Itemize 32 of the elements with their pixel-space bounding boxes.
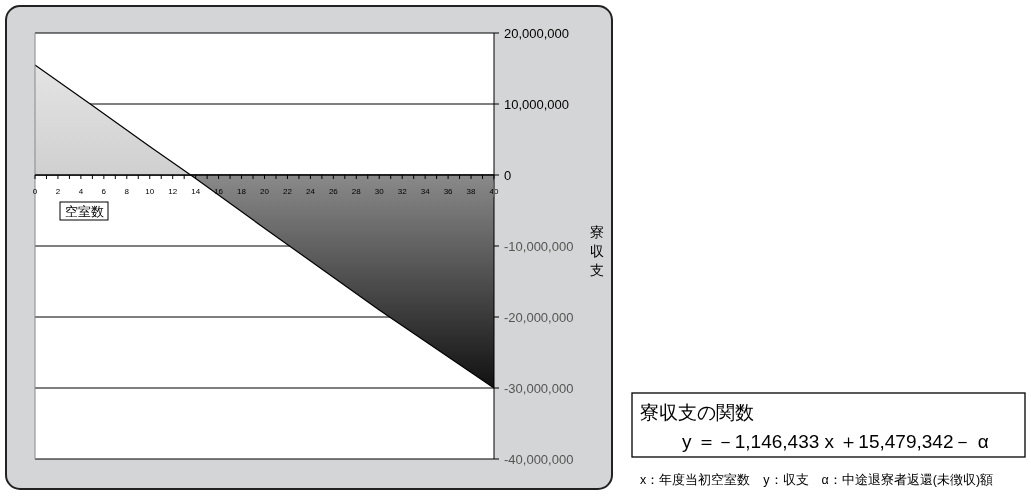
xlabel: 空室数 [59,201,109,221]
y-tick-label: 10,000,000 [504,97,570,112]
x-tick-label: 6 [101,187,107,196]
x-tick-label: 30 [374,187,385,196]
x-tick-label: 18 [237,187,247,196]
x-tick-label: 38 [466,187,477,196]
x-axis-title: 空室数 [64,204,104,219]
x-tick-label: 34 [420,187,431,196]
y-axis-title: 寮収支 [590,224,604,278]
y-tick-label: 20,000,000 [504,26,570,41]
x-tick-label: 24 [305,187,316,196]
x-tick-label: 20 [260,187,270,196]
x-tick-label: 4 [78,187,84,196]
y-tick-label: -10,000,000 [504,239,574,254]
y-tick-label: -20,000,000 [504,310,574,325]
x-tick-label: 0 [32,187,38,196]
x-tick-label: 26 [328,187,339,196]
text: x：年度当初空室数 y：収支 α：中途退寮者返還(未徴収)額 [640,472,994,487]
y-tick-label: -40,000,000 [504,452,574,467]
x-tick-label: 12 [168,187,178,196]
text: y ＝－1,146,433 x ＋15,479,342－ α [682,431,989,452]
x-tick-label: 22 [283,187,293,196]
x-tick-label: 28 [351,187,362,196]
x-tick-label: 2 [55,187,61,196]
x-tick-label: 8 [124,187,130,196]
x-tick-label: 14 [191,187,201,196]
x-tick-label: 32 [397,187,408,196]
y-tick-label: -30,000,000 [504,381,574,396]
y-tick-label: 0 [504,168,512,183]
x-tick-label: 36 [443,187,454,196]
text: 寮収支の関数 [640,402,754,423]
x-tick-label: 10 [145,187,155,196]
